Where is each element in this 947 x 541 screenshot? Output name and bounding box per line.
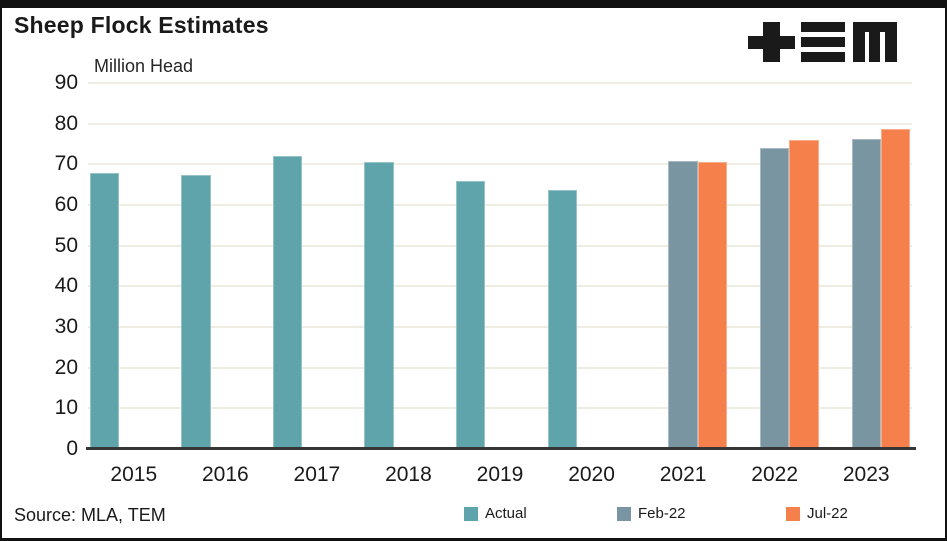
y-axis-label: 80 (54, 111, 78, 135)
legend-swatch-jul-22 (786, 506, 800, 521)
legend-label: Actual (485, 505, 527, 522)
bar-jul-22-2021 (697, 162, 728, 449)
bar-actual-2015 (89, 173, 120, 449)
y-axis-label: 40 (54, 274, 78, 298)
gridline (88, 407, 912, 410)
legend-item: Actual (464, 505, 527, 522)
legend-label: Feb-22 (638, 505, 686, 522)
gridline (88, 366, 912, 369)
gridline (88, 326, 912, 328)
bar-feb-22-2023 (851, 139, 881, 449)
y-axis-label: 50 (54, 233, 78, 257)
y-axis-label: 10 (54, 396, 78, 420)
y-axis-label: 90 (54, 71, 78, 94)
gridline (88, 163, 912, 166)
bar-actual-2020 (547, 189, 577, 449)
legend-swatch-actual (464, 506, 478, 521)
logo-m (853, 22, 897, 62)
tem-logo-icon (748, 22, 897, 62)
y-axis-label: 60 (54, 193, 78, 216)
x-axis-label: 2020 (568, 463, 615, 486)
bar-feb-22-2021 (668, 160, 698, 449)
legend-item: Feb-22 (617, 505, 686, 522)
y-axis-title: Million Head (94, 56, 194, 76)
source-note: Source: MLA, TEM (14, 505, 166, 525)
x-axis-line (86, 447, 916, 450)
gridline (88, 204, 912, 206)
bar-feb-22-2022 (760, 147, 790, 449)
x-axis-label: 2021 (659, 463, 707, 486)
x-axis-label: 2023 (842, 463, 890, 486)
y-axis-label: 30 (54, 315, 78, 338)
gridline (88, 122, 912, 125)
x-axis-label: 2022 (751, 463, 799, 486)
y-axis-label: 0 (66, 437, 78, 460)
logo-plus (748, 22, 795, 62)
y-axis-label: 70 (54, 152, 78, 176)
legend-label: Jul-22 (807, 505, 848, 522)
x-axis-label: 2017 (293, 463, 341, 486)
x-axis-label: 2018 (385, 463, 432, 486)
bar-jul-22-2023 (880, 128, 911, 449)
gridline (88, 82, 912, 84)
x-axis-label: 2016 (201, 463, 249, 486)
y-axis-label: 20 (54, 355, 78, 379)
bar-jul-22-2022 (789, 140, 819, 449)
x-axis-label: 2015 (110, 463, 158, 486)
bar-actual-2017 (272, 155, 303, 449)
bar-actual-2018 (364, 161, 394, 449)
gridline (88, 244, 912, 247)
gridline (88, 285, 912, 288)
x-axis-label: 2019 (476, 463, 524, 486)
legend-item: Jul-22 (786, 505, 848, 522)
plot-area: 0 10 20 30 40 50 60 70 80 90 2015 2016 2017 2018 2019 2… (55, 71, 916, 486)
page-title: Sheep Flock Estimates (14, 12, 269, 38)
logo-equals (801, 22, 845, 62)
legend-swatch-feb-22 (617, 506, 631, 521)
bar-actual-2016 (181, 174, 211, 449)
bar-actual-2019 (456, 181, 486, 449)
